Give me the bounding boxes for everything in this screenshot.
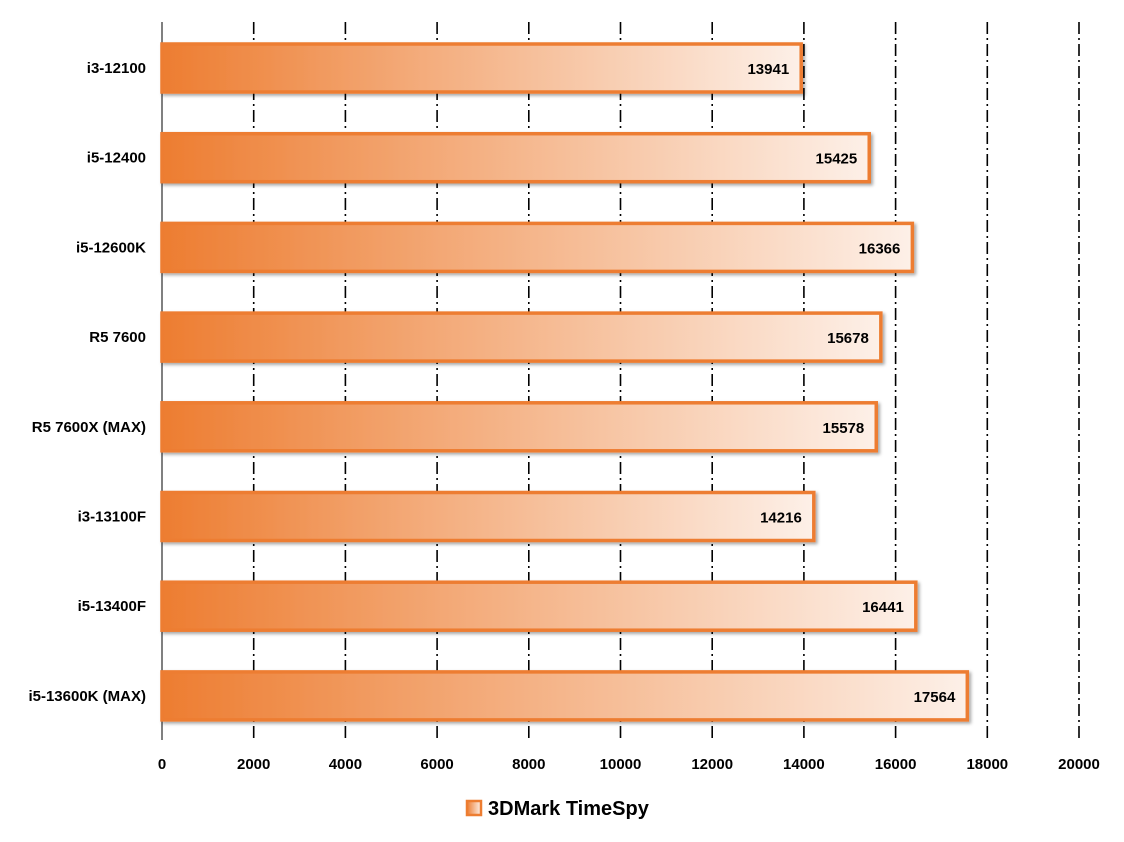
x-tick-label-12000: 12000 bbox=[691, 756, 733, 773]
bar-group-2: 16366 bbox=[160, 221, 915, 274]
category-label-5: i3-13100F bbox=[78, 509, 146, 526]
category-label-6: i5-13400F bbox=[78, 598, 146, 615]
x-axis-tick-labels: 0 2000 4000 6000 8000 10000 12000 14000 16000 180… bbox=[158, 756, 1100, 773]
bar-2 bbox=[160, 221, 915, 274]
x-tick-label-4000: 4000 bbox=[329, 756, 362, 773]
bars: 13941 15425 16366 15678 15578 14216 16441 17564 bbox=[160, 42, 970, 722]
bar-value-label-7: 17564 bbox=[914, 689, 956, 706]
bar-6 bbox=[160, 580, 918, 632]
category-labels: i3-12100 i5-12400 i5-12600K R5 7600 R5 7600X… bbox=[28, 60, 146, 705]
x-tick-label-8000: 8000 bbox=[512, 756, 545, 773]
bar-3 bbox=[160, 311, 883, 363]
bar-value-label-2: 16366 bbox=[859, 240, 901, 257]
bar-group-5: 14216 bbox=[160, 490, 816, 543]
x-tick-label-18000: 18000 bbox=[966, 756, 1008, 773]
bar-0 bbox=[160, 42, 803, 94]
category-label-4: R5 7600X (MAX) bbox=[32, 419, 146, 436]
x-tick-label-16000: 16000 bbox=[875, 756, 917, 773]
category-label-0: i3-12100 bbox=[87, 60, 146, 77]
bar-value-label-3: 15678 bbox=[827, 330, 869, 347]
bar-value-label-5: 14216 bbox=[760, 510, 802, 527]
bar-group-7: 17564 bbox=[160, 670, 970, 722]
x-tick-label-0: 0 bbox=[158, 756, 166, 773]
bar-value-label-4: 15578 bbox=[823, 420, 865, 437]
legend-label: 3DMark TimeSpy bbox=[488, 798, 650, 820]
bar-value-label-0: 13941 bbox=[747, 61, 789, 78]
x-tick-label-10000: 10000 bbox=[600, 756, 642, 773]
x-tick-label-2000: 2000 bbox=[237, 756, 270, 773]
legend: 3DMark TimeSpy bbox=[465, 798, 650, 820]
x-tick-label-20000: 20000 bbox=[1058, 756, 1100, 773]
category-label-3: R5 7600 bbox=[89, 329, 146, 346]
bar-group-4: 15578 bbox=[160, 401, 879, 453]
x-tick-label-6000: 6000 bbox=[420, 756, 453, 773]
bar-5 bbox=[160, 490, 816, 543]
category-label-7: i5-13600K (MAX) bbox=[28, 688, 146, 705]
category-label-1: i5-12400 bbox=[87, 150, 146, 167]
legend-swatch bbox=[465, 799, 483, 817]
bar-group-3: 15678 bbox=[160, 311, 883, 363]
bar-4 bbox=[160, 401, 879, 453]
bar-value-label-6: 16441 bbox=[862, 599, 904, 616]
bar-group-1: 15425 bbox=[160, 131, 871, 184]
bar-group-6: 16441 bbox=[160, 580, 918, 632]
bar-value-label-1: 15425 bbox=[816, 151, 858, 168]
gridlines bbox=[161, 22, 1080, 740]
bar-1 bbox=[160, 131, 871, 184]
x-tick-label-14000: 14000 bbox=[783, 756, 825, 773]
category-label-2: i5-12600K bbox=[76, 239, 146, 256]
bar-7 bbox=[160, 670, 970, 722]
bar-group-0: 13941 bbox=[160, 42, 803, 94]
